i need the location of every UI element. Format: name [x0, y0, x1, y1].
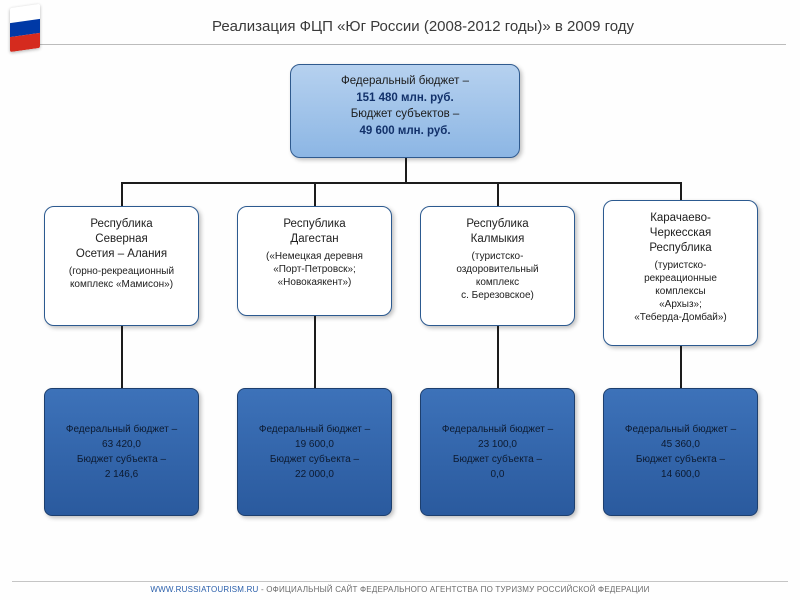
- title-divider: [14, 44, 786, 45]
- diagram-canvas: Федеральный бюджет – 151 480 млн. руб. Б…: [0, 52, 800, 578]
- region-box-kchr: Карачаево- Черкесская Республика (турист…: [603, 200, 758, 346]
- connector: [680, 346, 682, 388]
- connector: [497, 182, 499, 206]
- connector: [497, 326, 499, 388]
- budget-box-dagestan: Федеральный бюджет – 19 600,0 Бюджет суб…: [237, 388, 392, 516]
- footer-text: WWW.RUSSIATOURISM.RU - ОФИЦИАЛЬНЫЙ САЙТ …: [0, 585, 800, 594]
- connector: [121, 182, 680, 184]
- connector: [314, 182, 316, 206]
- sub-value: 49 600 млн. руб.: [297, 123, 513, 140]
- connector: [405, 158, 407, 182]
- region-box-kalmykia: Республика Калмыкия (туристско- оздорови…: [420, 206, 575, 326]
- total-budget-box: Федеральный бюджет – 151 480 млн. руб. Б…: [290, 64, 520, 158]
- footer-link[interactable]: WWW.RUSSIATOURISM.RU: [150, 585, 258, 594]
- fed-label: Федеральный бюджет –: [297, 73, 513, 90]
- connector: [314, 316, 316, 388]
- budget-box-ossetia: Федеральный бюджет – 63 420,0 Бюджет суб…: [44, 388, 199, 516]
- russian-flag-icon: [0, 0, 52, 52]
- budget-box-kalmykia: Федеральный бюджет – 23 100,0 Бюджет суб…: [420, 388, 575, 516]
- budget-box-kchr: Федеральный бюджет – 45 360,0 Бюджет суб…: [603, 388, 758, 516]
- connector: [121, 182, 123, 206]
- sub-label: Бюджет субъектов –: [297, 106, 513, 123]
- page-title: Реализация ФЦП «Юг России (2008-2012 год…: [60, 12, 786, 42]
- region-box-ossetia: Республика Северная Осетия – Алания (гор…: [44, 206, 199, 326]
- connector: [121, 326, 123, 388]
- fed-value: 151 480 млн. руб.: [297, 90, 513, 107]
- region-box-dagestan: Республика Дагестан («Немецкая деревня «…: [237, 206, 392, 316]
- footer-divider: [12, 581, 788, 582]
